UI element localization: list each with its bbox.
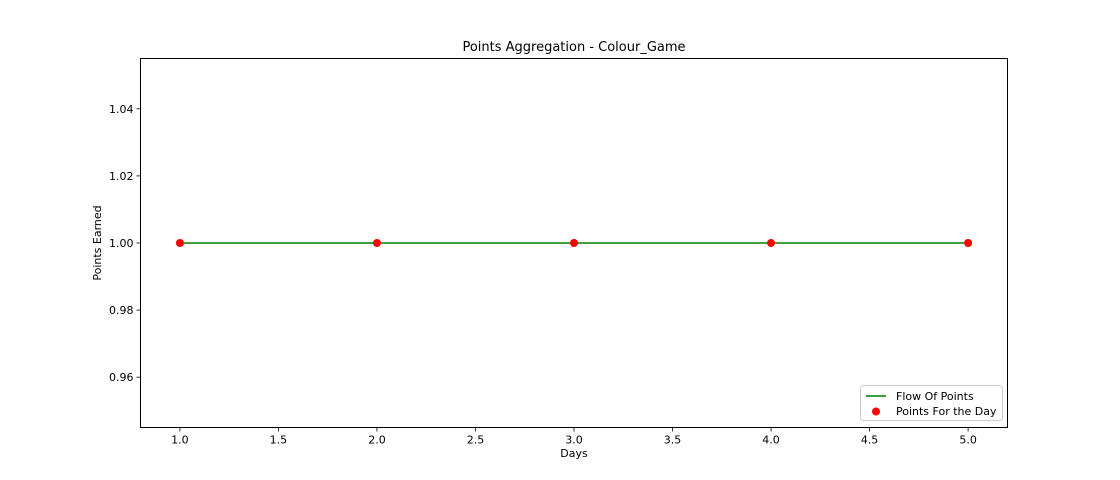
y-axis: 0.96 0.98 1.00 1.02 1.04 — [109, 103, 141, 384]
legend: Flow Of Points Points For the Day — [860, 385, 1003, 421]
data-point-points-for-the-day — [767, 239, 776, 247]
data-point-points-for-the-day — [175, 239, 184, 247]
x-tick-label: 1.0 — [171, 434, 189, 447]
chart-title: Points Aggregation - Colour_Game — [462, 40, 685, 55]
x-tick-label: 3.0 — [565, 434, 583, 447]
x-tick-label: 5.0 — [959, 434, 977, 447]
legend-label-points-for-the-day: Points For the Day — [896, 405, 997, 418]
legend-label-flow-of-points: Flow Of Points — [896, 390, 974, 403]
y-tick-label: 1.00 — [109, 237, 134, 250]
y-tick-label: 1.04 — [109, 103, 134, 116]
y-tick-label: 1.02 — [109, 170, 134, 183]
x-tick-label: 4.5 — [861, 434, 879, 447]
x-tick-label: 3.5 — [664, 434, 682, 447]
x-tick-label: 2.5 — [467, 434, 485, 447]
data-point-points-for-the-day — [964, 239, 973, 247]
y-tick-label: 0.98 — [109, 304, 134, 317]
x-tick-label: 1.5 — [270, 434, 288, 447]
x-axis: 1.0 1.5 2.0 2.5 3.0 3.5 4.0 4.5 5.0 — [171, 427, 977, 447]
data-point-points-for-the-day — [372, 239, 381, 247]
x-tick-label: 4.0 — [762, 434, 780, 447]
y-tick-label: 0.96 — [109, 371, 134, 384]
data-point-points-for-the-day — [570, 239, 578, 247]
plot-area — [175, 239, 973, 247]
legend-box — [860, 385, 1003, 421]
y-axis-label: Points Earned — [91, 205, 104, 280]
x-axis-label: Days — [560, 447, 588, 460]
x-tick-label: 2.0 — [368, 434, 386, 447]
legend-swatch-points-for-the-day — [872, 407, 880, 416]
